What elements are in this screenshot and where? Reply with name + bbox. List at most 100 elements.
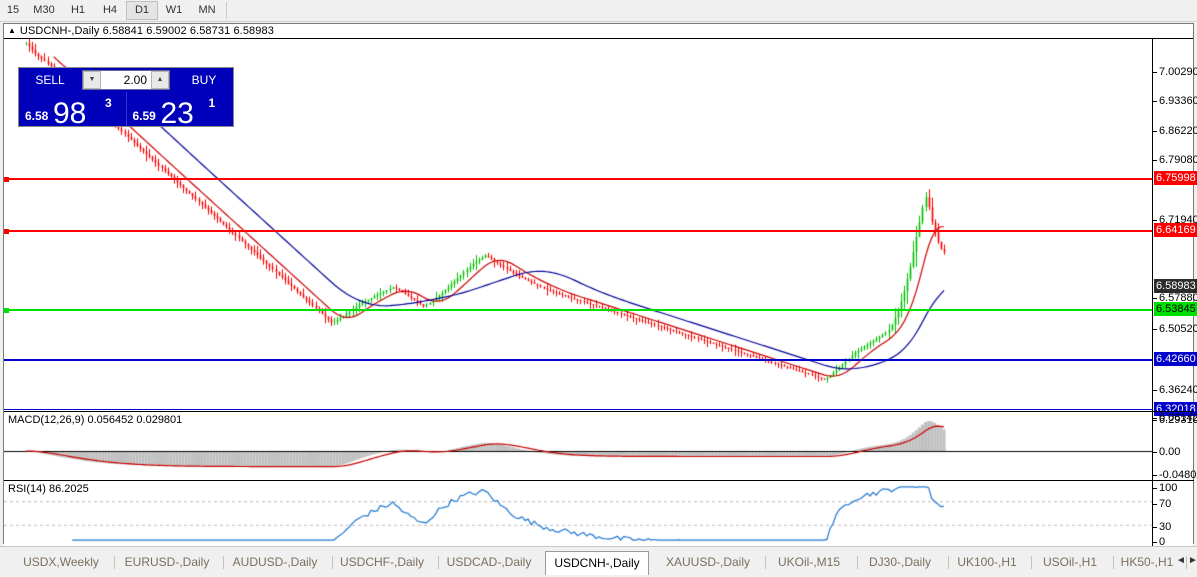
rsi-label: RSI(14) 86.2025 xyxy=(8,483,89,495)
macd-tick xyxy=(1153,475,1157,476)
price-tick xyxy=(1153,420,1157,421)
symbol-tab-usdchf-daily[interactable]: USDCHF-,Daily xyxy=(340,555,424,569)
rsi-tick xyxy=(1153,542,1157,543)
timeframe-d1[interactable]: D1 xyxy=(126,1,158,20)
price-tick xyxy=(1153,72,1157,73)
tab-separator xyxy=(114,556,115,569)
rsi-tick xyxy=(1153,527,1157,528)
level-anchor[interactable] xyxy=(4,308,9,313)
price-tick-label: 6.29310 xyxy=(1159,414,1197,426)
price-tick-label: 6.50520 xyxy=(1159,323,1197,335)
price-tick-label: 7.00290 xyxy=(1159,66,1197,78)
timeframe-h4[interactable]: H4 xyxy=(102,4,118,16)
sell-price-prefix: 6.58 xyxy=(25,109,49,123)
symbol-tab-xauusd-daily[interactable]: XAUUSD-,Daily xyxy=(665,555,750,569)
buy-price-fraction: 1 xyxy=(208,96,216,110)
collapse-triangle-icon[interactable]: ▲ xyxy=(8,26,16,35)
level-anchor[interactable] xyxy=(4,177,9,182)
sell-button[interactable]: SELL xyxy=(21,69,79,91)
price-level-label-653845[interactable]: 6.53845 xyxy=(1154,302,1197,316)
rsi-pane[interactable]: RSI(14) 86.2025 xyxy=(4,480,1152,547)
rsi-scale-label: 0 xyxy=(1159,536,1166,548)
volume-input[interactable]: 2.00 xyxy=(123,73,147,87)
symbol-tab-eurusd-daily[interactable]: EURUSD-,Daily xyxy=(124,555,210,569)
macd-pane[interactable]: MACD(12,26,9) 0.056452 0.029801 xyxy=(4,411,1152,480)
symbol-tab-ukoil-m15[interactable]: UKOil-,M15 xyxy=(777,555,840,569)
price-level-label-642660[interactable]: 6.42660 xyxy=(1154,352,1197,366)
price-level-label-664169[interactable]: 6.64169 xyxy=(1154,223,1197,237)
level-line-675998[interactable] xyxy=(4,178,1152,180)
timeframe-toolbar: 15 M30 H1 H4 D1 W1 MN xyxy=(0,0,1197,22)
macd-tick xyxy=(1153,452,1157,453)
chart-symbol-ohlc: USDCNH-,Daily 6.58841 6.59002 6.58731 6.… xyxy=(19,25,274,37)
tab-scroll-right-icon[interactable]: ► xyxy=(1188,555,1197,566)
timeframe-mn[interactable]: MN xyxy=(198,4,216,16)
tab-separator xyxy=(1031,556,1032,569)
pane-divider xyxy=(1153,411,1194,412)
macd-scale-label: -0.048025 xyxy=(1159,469,1197,481)
price-tick xyxy=(1153,390,1157,391)
price-level-label-675998[interactable]: 6.75998 xyxy=(1154,171,1197,185)
price-level-label-658983[interactable]: 6.58983 xyxy=(1154,279,1197,293)
volume-stepper[interactable]: ▼ 2.00 ▲ xyxy=(82,70,170,90)
volume-increase-icon[interactable]: ▲ xyxy=(151,71,169,89)
rsi-scale-label: 70 xyxy=(1159,498,1172,510)
price-tick-label: 6.79080 xyxy=(1159,154,1197,166)
price-level-label-632018[interactable]: 6.32018 xyxy=(1154,402,1197,416)
rsi-canvas xyxy=(4,481,1152,546)
sell-price-big: 98 xyxy=(53,97,87,130)
price-tick-label: 6.86220 xyxy=(1159,125,1197,137)
symbol-tab-usdcad-daily[interactable]: USDCAD-,Daily xyxy=(446,555,532,569)
tab-separator xyxy=(857,556,858,569)
symbol-tab-usoil-h1[interactable]: USOil-,H1 xyxy=(1042,555,1097,569)
chart-symbol-bar: ▲ USDCNH-,Daily 6.58841 6.59002 6.58731 6… xyxy=(4,24,1193,39)
timeframe-m30[interactable]: M30 xyxy=(33,4,55,16)
price-tick-label: 6.57880 xyxy=(1159,292,1197,304)
macd-tick xyxy=(1153,418,1157,419)
rsi-tick xyxy=(1153,504,1157,505)
tab-separator xyxy=(438,556,439,569)
macd-scale-label: 0.00 xyxy=(1159,446,1181,458)
volume-decrease-icon[interactable]: ▼ xyxy=(83,71,101,89)
price-tick xyxy=(1153,160,1157,161)
tab-separator xyxy=(948,556,949,569)
pane-divider xyxy=(1153,480,1194,481)
level-line-664169[interactable] xyxy=(4,230,1152,232)
price-scale[interactable]: 7.00290 6.93360 6.86220 6.79080 6.71940 6.578… xyxy=(1152,39,1197,548)
tab-separator xyxy=(223,556,224,569)
price-tick-label: 6.93360 xyxy=(1159,95,1197,107)
symbol-tab-usdx-weekly[interactable]: USDX,Weekly xyxy=(23,555,99,569)
level-line-653845[interactable] xyxy=(4,309,1152,311)
sell-price-fraction: 3 xyxy=(105,96,112,110)
tab-separator xyxy=(765,556,766,569)
buy-price-big: 23 xyxy=(160,97,194,130)
buy-price-prefix: 6.59 xyxy=(132,109,156,123)
tab-separator xyxy=(332,556,333,569)
one-click-trade-panel: SELL ▼ 2.00 ▲ BUY 6.58 98 3 6.59 23 1 xyxy=(18,67,234,130)
symbol-tab-usdcnh-daily[interactable]: USDCNH-,Daily xyxy=(545,551,649,575)
timeframe-h1[interactable]: H1 xyxy=(70,4,86,16)
tab-separator xyxy=(1113,556,1114,569)
rsi-scale-label: 30 xyxy=(1159,521,1172,533)
price-tick xyxy=(1153,101,1157,102)
symbol-tab-uk100-h1[interactable]: UK100-,H1 xyxy=(957,555,1017,569)
macd-label: MACD(12,26,9) 0.056452 0.029801 xyxy=(8,414,183,426)
level-line-642660[interactable] xyxy=(4,359,1152,361)
macd-canvas xyxy=(4,412,1152,479)
buy-quote[interactable]: 6.59 23 1 xyxy=(127,92,234,130)
price-tick xyxy=(1153,329,1157,330)
level-anchor[interactable] xyxy=(4,229,9,234)
price-tick xyxy=(1153,220,1157,221)
timeframe-15[interactable]: 15 xyxy=(6,4,20,16)
sell-quote[interactable]: 6.58 98 3 xyxy=(19,92,127,130)
symbol-tab-audusd-daily[interactable]: AUDUSD-,Daily xyxy=(232,555,318,569)
level-line-632018[interactable] xyxy=(4,409,1152,410)
toolbar-separator xyxy=(226,2,227,19)
macd-scale-label: 0.061427 xyxy=(1159,412,1197,424)
symbol-tab-hk50-h1[interactable]: HK50-,H1 xyxy=(1120,555,1174,569)
timeframe-w1[interactable]: W1 xyxy=(165,4,183,16)
symbol-tab-dj30-daily[interactable]: DJ30-,Daily xyxy=(868,555,931,569)
buy-button[interactable]: BUY xyxy=(175,69,233,91)
chart-window: ▲ USDCNH-,Daily 6.58841 6.59002 6.58731 6… xyxy=(2,23,1197,566)
tab-scroll-left-icon[interactable]: ◄ xyxy=(1176,555,1186,566)
